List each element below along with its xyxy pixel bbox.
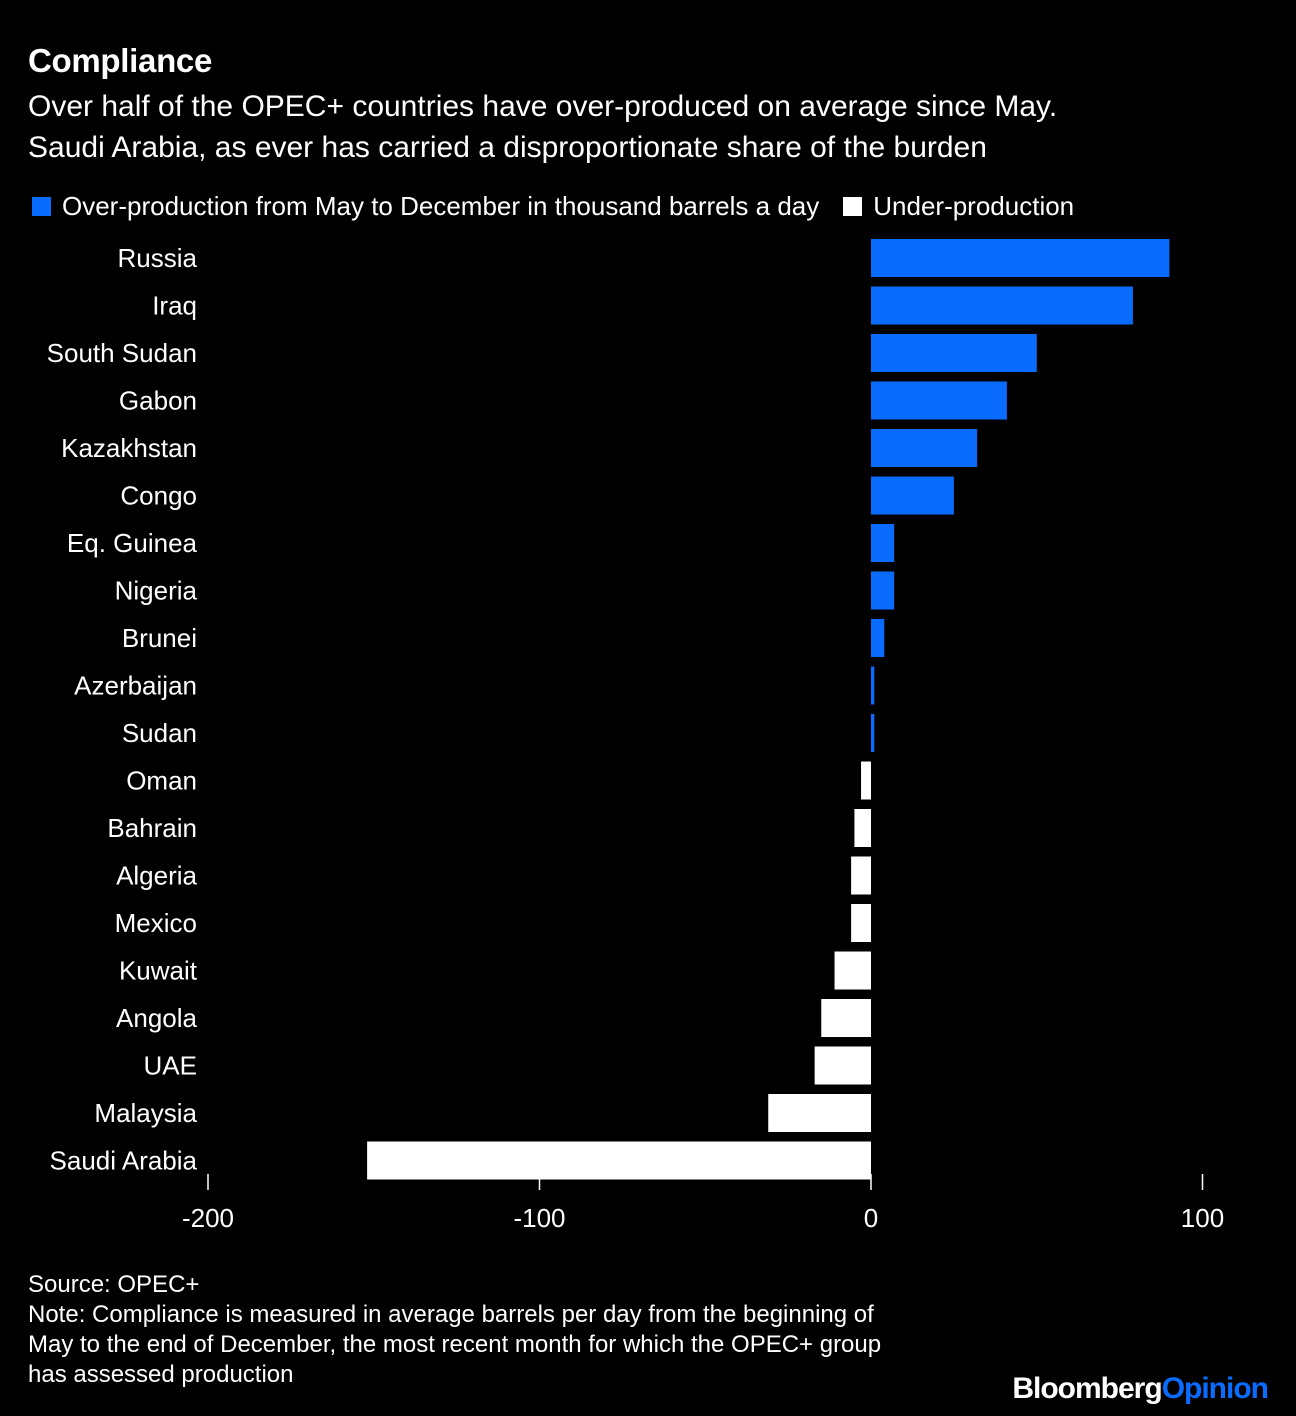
category-label-malaysia: Malaysia (94, 1098, 197, 1128)
bar-algeria (851, 856, 871, 895)
bar-iraq (871, 286, 1133, 325)
logo-bloomberg: Bloomberg (1012, 1372, 1162, 1405)
bar-mexico (851, 904, 871, 942)
category-label-russia: Russia (118, 243, 198, 273)
category-label-eq-guinea: Eq. Guinea (67, 528, 198, 558)
legend-item-under: Under-production (843, 191, 1074, 222)
legend-label-over: Over-production from May to December in … (62, 191, 820, 221)
source-text: Source: OPEC+ (28, 1271, 200, 1298)
legend-label-under: Under-production (873, 191, 1075, 221)
category-label-congo: Congo (120, 481, 197, 511)
bar-nigeria (871, 571, 895, 610)
chart-title: Compliance (28, 42, 213, 79)
subtitle-line-1: Over half of the OPEC+ countries have ov… (28, 90, 1058, 123)
x-tick-label: 0 (864, 1203, 878, 1233)
bar-saudi-arabia (367, 1141, 871, 1180)
note-line-3: has assessed production (28, 1361, 294, 1388)
legend-item-over: Over-production from May to December in … (32, 191, 819, 222)
category-label-saudi-arabia: Saudi Arabia (50, 1146, 198, 1176)
bar-eq-guinea (871, 524, 895, 562)
category-label-kazakhstan: Kazakhstan (61, 433, 197, 463)
category-label-azerbaijan: Azerbaijan (74, 671, 197, 701)
bar-russia (871, 239, 1170, 277)
category-label-south-sudan: South Sudan (47, 338, 197, 368)
category-label-oman: Oman (126, 766, 197, 796)
bar-angola (821, 999, 871, 1037)
bar-brunei (871, 619, 885, 657)
x-tick-label: 100 (1181, 1203, 1224, 1233)
bar-gabon (871, 381, 1007, 420)
chart-legend: Over-production from May to December in … (32, 191, 1098, 222)
bar-congo (871, 476, 954, 515)
legend-swatch-under (843, 197, 863, 216)
category-label-iraq: Iraq (152, 291, 197, 321)
category-label-kuwait: Kuwait (119, 956, 198, 986)
category-label-gabon: Gabon (119, 386, 197, 416)
category-label-sudan: Sudan (122, 718, 197, 748)
bar-bahrain (854, 809, 871, 847)
bar-kazakhstan (871, 429, 978, 467)
legend-swatch-over (32, 197, 51, 216)
category-label-mexico: Mexico (115, 908, 197, 938)
bar-chart: Russia Iraq South Sudan Gabon Kazakhstan Cong… (47, 239, 1224, 1233)
subtitle-line-2: Saudi Arabia, as ever has carried a disp… (28, 131, 987, 164)
x-tick-label: -200 (182, 1203, 234, 1233)
note-line-1: Note: Compliance is measured in average … (28, 1301, 874, 1328)
bar-sudan (871, 714, 875, 752)
category-label-brunei: Brunei (122, 623, 197, 653)
bar-kuwait (834, 951, 871, 990)
category-label-nigeria: Nigeria (115, 576, 198, 606)
category-label-angola: Angola (116, 1003, 197, 1033)
category-label-bahrain: Bahrain (107, 813, 197, 843)
chart-subtitle: Over half of the OPEC+ countries have ov… (28, 86, 1278, 168)
bar-south-sudan (871, 334, 1037, 372)
bar-oman (861, 761, 871, 800)
bar-malaysia (768, 1094, 871, 1132)
category-label-uae: UAE (144, 1051, 197, 1081)
chart-footer: Source: OPEC+ Note: Compliance is measur… (28, 1270, 1008, 1390)
x-tick-label: -100 (513, 1203, 565, 1233)
logo-opinion: Opinion (1161, 1372, 1269, 1405)
category-label-algeria: Algeria (116, 861, 197, 891)
bloomberg-opinion-logo: BloombergOpinion (1012, 1372, 1269, 1406)
bar-azerbaijan (871, 666, 875, 705)
bar-uae (814, 1046, 871, 1085)
note-line-2: May to the end of December, the most rec… (28, 1331, 882, 1358)
